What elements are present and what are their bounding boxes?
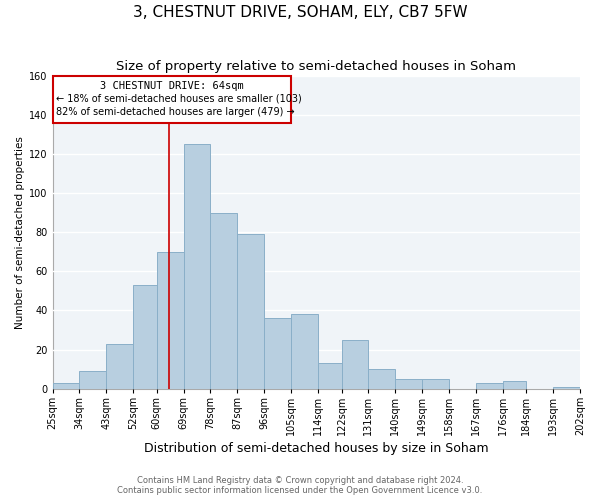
Bar — [237, 234, 264, 388]
Text: 82% of semi-detached houses are larger (479) →: 82% of semi-detached houses are larger (… — [56, 107, 294, 117]
Bar — [53, 383, 79, 388]
Bar — [553, 387, 580, 388]
Bar — [368, 369, 395, 388]
Bar — [476, 383, 503, 388]
X-axis label: Distribution of semi-detached houses by size in Soham: Distribution of semi-detached houses by … — [144, 442, 488, 455]
Bar — [291, 314, 318, 388]
Bar — [211, 212, 237, 388]
Text: Contains HM Land Registry data © Crown copyright and database right 2024.
Contai: Contains HM Land Registry data © Crown c… — [118, 476, 482, 495]
Bar — [503, 381, 526, 388]
Bar — [422, 379, 449, 388]
Bar — [395, 379, 422, 388]
Bar — [53, 76, 291, 122]
Bar — [157, 252, 184, 388]
Bar — [341, 340, 368, 388]
Bar — [184, 144, 211, 388]
Bar — [318, 364, 341, 388]
Text: ← 18% of semi-detached houses are smaller (103): ← 18% of semi-detached houses are smalle… — [56, 93, 301, 103]
Bar — [106, 344, 133, 388]
Bar — [133, 285, 157, 389]
Bar — [264, 318, 291, 388]
Text: 3 CHESTNUT DRIVE: 64sqm: 3 CHESTNUT DRIVE: 64sqm — [100, 82, 244, 92]
Bar — [79, 371, 106, 388]
Title: Size of property relative to semi-detached houses in Soham: Size of property relative to semi-detach… — [116, 60, 516, 73]
Y-axis label: Number of semi-detached properties: Number of semi-detached properties — [15, 136, 25, 328]
Text: 3, CHESTNUT DRIVE, SOHAM, ELY, CB7 5FW: 3, CHESTNUT DRIVE, SOHAM, ELY, CB7 5FW — [133, 5, 467, 20]
